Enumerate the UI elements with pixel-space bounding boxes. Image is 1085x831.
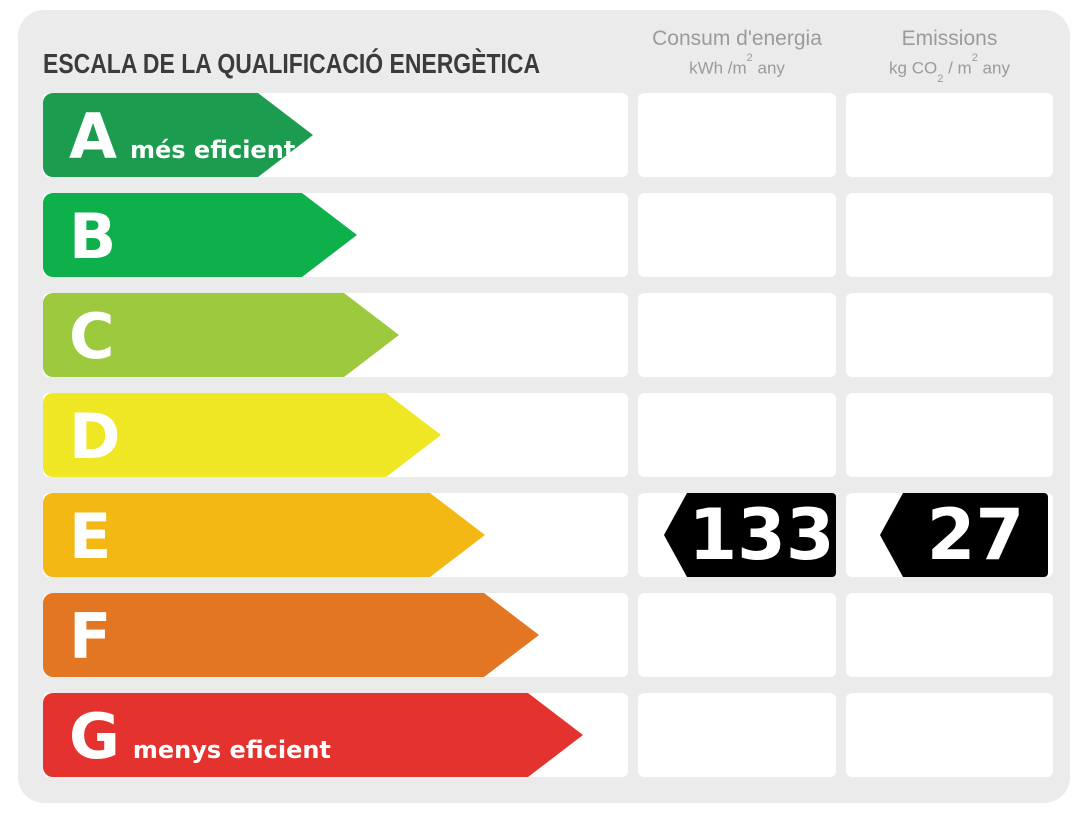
emissions-header-label: Emissions — [901, 27, 998, 50]
consum-cell — [638, 393, 836, 477]
efficiency-note: més eficient — [129, 136, 296, 164]
rating-bar-e: E — [43, 493, 485, 577]
efficiency-note: menys eficient — [132, 736, 331, 764]
emissions-cell — [846, 193, 1053, 277]
emissions-value: 27 — [926, 494, 1025, 576]
consum-column-header: Consum d'energia kWh /m2 any — [638, 26, 836, 81]
consum-cell — [638, 593, 836, 677]
scale-row-b: B — [18, 193, 1070, 277]
grade-letter: A — [69, 100, 117, 173]
consum-cell — [638, 693, 836, 777]
consum-header-unit: kWh /m2 any — [689, 52, 785, 78]
emissions-cell — [846, 393, 1053, 477]
scale-row-f: F — [18, 593, 1070, 677]
consum-value: 133 — [688, 494, 835, 576]
rating-bar-d: D — [43, 393, 441, 477]
consum-header-label: Consum d'energia — [652, 27, 822, 50]
grade-letter: C — [69, 300, 115, 373]
grade-letter: D — [69, 400, 121, 473]
emissions-cell — [846, 93, 1053, 177]
grade-letter: G — [69, 700, 120, 773]
grade-letter: E — [69, 500, 112, 573]
energy-rating-card: ESCALA DE LA QUALIFICACIÓ ENERGÈTICA Con… — [18, 10, 1070, 803]
rating-bar-c: C — [43, 293, 399, 377]
grade-letter: F — [69, 600, 112, 673]
rating-bar-b: B — [43, 193, 357, 277]
grade-letter: B — [69, 200, 117, 273]
emissions-cell — [846, 293, 1053, 377]
emissions-cell — [846, 693, 1053, 777]
emissions-cell — [846, 593, 1053, 677]
scale-row-c: C — [18, 293, 1070, 377]
emissions-header-unit: kg CO2 / m2 any — [889, 52, 1010, 86]
scale-row-e: E 133 27 — [18, 493, 1070, 577]
consum-value-badge: 133 — [664, 493, 836, 577]
rating-bar-f: F — [43, 593, 539, 677]
consum-cell — [638, 293, 836, 377]
emissions-column-header: Emissions kg CO2 / m2 any — [846, 26, 1053, 87]
emissions-value-badge: 27 — [880, 493, 1048, 577]
consum-cell — [638, 93, 836, 177]
scale-row-d: D — [18, 393, 1070, 477]
consum-cell — [638, 193, 836, 277]
page-title: ESCALA DE LA QUALIFICACIÓ ENERGÈTICA — [43, 48, 541, 79]
